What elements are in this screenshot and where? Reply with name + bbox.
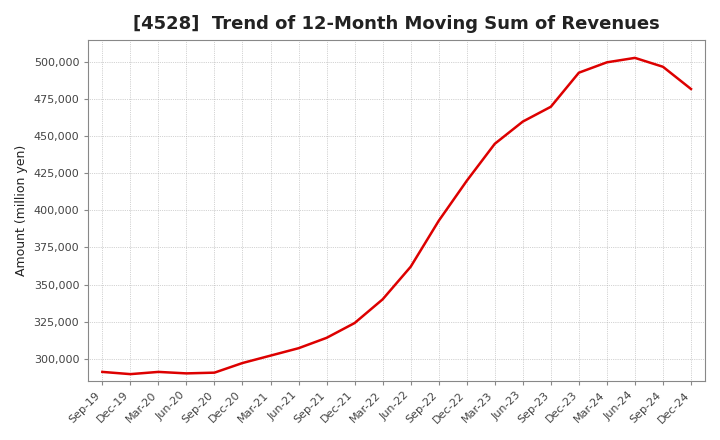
- Y-axis label: Amount (million yen): Amount (million yen): [15, 145, 28, 276]
- Title: [4528]  Trend of 12-Month Moving Sum of Revenues: [4528] Trend of 12-Month Moving Sum of R…: [133, 15, 660, 33]
